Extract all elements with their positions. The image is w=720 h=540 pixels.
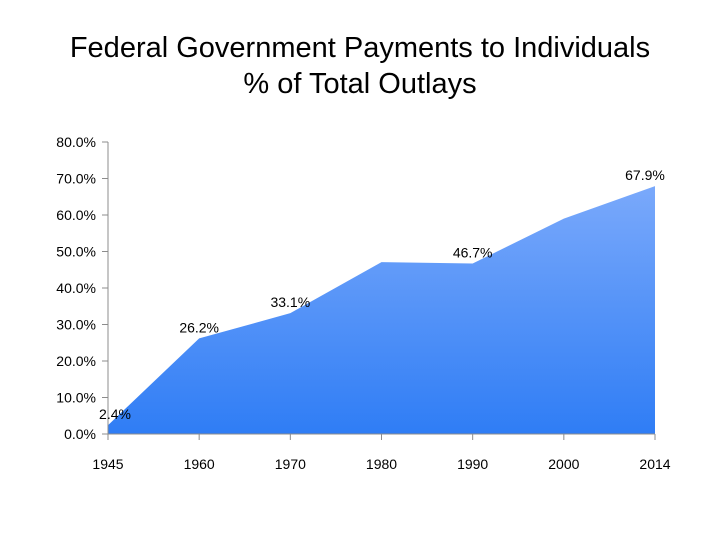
x-tick-label: 1960 — [184, 456, 215, 472]
chart-title-line-1: Federal Government Payments to Individua… — [69, 32, 651, 64]
x-tick-label: 1990 — [457, 456, 488, 472]
area-series — [108, 186, 655, 434]
chart-title-line-2: % of Total Outlays — [243, 68, 477, 100]
data-label: 46.7% — [453, 245, 493, 261]
y-tick-label: 0.0% — [64, 426, 96, 442]
x-tick-label: 2014 — [639, 456, 670, 472]
x-tick-label: 2000 — [548, 456, 579, 472]
data-label: 26.2% — [179, 319, 219, 335]
x-tick-label: 1980 — [366, 456, 397, 472]
y-tick-label: 40.0% — [56, 280, 96, 296]
y-tick-label: 80.0% — [56, 134, 96, 150]
y-tick-label: 70.0% — [56, 171, 96, 187]
chart-title: Federal Government Payments to Individua… — [0, 30, 720, 102]
data-label: 67.9% — [625, 167, 665, 183]
data-label: 33.1% — [270, 294, 310, 310]
y-tick-label: 50.0% — [56, 244, 96, 260]
x-tick-label: 1970 — [275, 456, 306, 472]
y-tick-label: 20.0% — [56, 353, 96, 369]
y-tick-label: 30.0% — [56, 317, 96, 333]
x-tick-label: 1945 — [92, 456, 123, 472]
y-tick-label: 10.0% — [56, 390, 96, 406]
data-label: 2.4% — [99, 406, 131, 422]
y-tick-label: 60.0% — [56, 207, 96, 223]
